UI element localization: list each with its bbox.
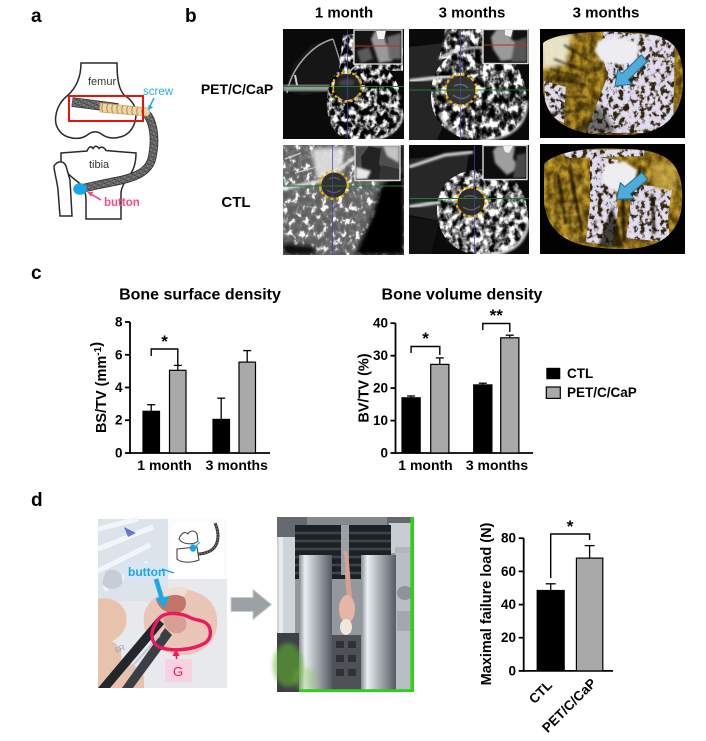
svg-text:*: * <box>567 517 574 536</box>
svg-text:1 month: 1 month <box>398 457 452 473</box>
svg-text:a: a <box>31 6 42 27</box>
svg-text:4: 4 <box>115 380 123 395</box>
svg-text:G: G <box>173 664 183 679</box>
svg-text:CTL: CTL <box>567 366 593 381</box>
svg-text:Bone surface density: Bone surface density <box>119 287 281 304</box>
svg-text:Maximal failure load (N): Maximal failure load (N) <box>479 522 495 685</box>
svg-text:Bone volume density: Bone volume density <box>382 287 543 304</box>
svg-text:60: 60 <box>501 564 516 579</box>
svg-text:BS/TV (mm-1): BS/TV (mm-1) <box>89 342 110 433</box>
svg-text:10: 10 <box>373 413 388 428</box>
svg-text:*: * <box>161 332 168 351</box>
svg-text:b: b <box>185 6 197 27</box>
svg-text:0: 0 <box>115 446 123 461</box>
svg-text:30: 30 <box>373 348 388 363</box>
svg-text:8: 8 <box>115 315 123 330</box>
svg-text:40: 40 <box>373 316 388 331</box>
svg-text:20: 20 <box>373 381 388 396</box>
svg-text:button: button <box>128 565 165 579</box>
svg-text:0: 0 <box>508 663 516 678</box>
svg-text:**: ** <box>490 306 504 325</box>
svg-text:CTL: CTL <box>221 194 250 211</box>
svg-text:80: 80 <box>501 531 516 546</box>
svg-text:3 months: 3 months <box>206 457 268 473</box>
svg-text:20: 20 <box>501 630 516 645</box>
svg-text:6: 6 <box>115 347 123 362</box>
svg-text:femur: femur <box>88 76 116 88</box>
svg-text:2: 2 <box>115 413 123 428</box>
svg-text:c: c <box>31 263 42 284</box>
svg-text:3 months: 3 months <box>573 5 640 22</box>
svg-text:BV/TV (%): BV/TV (%) <box>357 353 373 422</box>
svg-text:3 months: 3 months <box>466 457 528 473</box>
svg-text:3 months: 3 months <box>439 5 506 22</box>
svg-text:d: d <box>31 490 43 511</box>
svg-text:tibia: tibia <box>89 159 110 171</box>
svg-text:*: * <box>422 329 429 348</box>
svg-text:screw: screw <box>143 86 174 98</box>
svg-text:1 month: 1 month <box>137 457 191 473</box>
svg-text:6R: 6R <box>114 643 127 655</box>
svg-text:40: 40 <box>501 597 516 612</box>
svg-text:PET/C/CaP: PET/C/CaP <box>567 385 637 400</box>
svg-text:1 month: 1 month <box>315 5 373 22</box>
svg-text:PET/C/CaP: PET/C/CaP <box>201 81 273 97</box>
svg-text:button: button <box>104 197 140 209</box>
svg-text:0: 0 <box>380 446 388 461</box>
